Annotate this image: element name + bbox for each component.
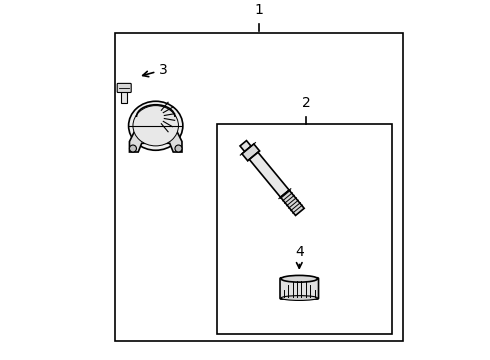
Polygon shape [242, 144, 260, 161]
Text: 4: 4 [295, 245, 304, 268]
FancyBboxPatch shape [280, 278, 318, 299]
Polygon shape [249, 152, 289, 197]
FancyBboxPatch shape [117, 84, 131, 93]
Polygon shape [281, 190, 304, 216]
Ellipse shape [281, 296, 318, 301]
Text: 2: 2 [302, 96, 311, 110]
Circle shape [175, 145, 182, 152]
Circle shape [129, 145, 136, 152]
Text: 3: 3 [143, 63, 168, 77]
Ellipse shape [128, 101, 183, 150]
Bar [217, 124, 392, 334]
Text: 1: 1 [255, 3, 264, 17]
Bar [116, 33, 403, 341]
Ellipse shape [133, 105, 178, 146]
Ellipse shape [281, 275, 318, 282]
Polygon shape [240, 141, 251, 152]
Polygon shape [129, 127, 182, 152]
Bar [122, 91, 127, 103]
